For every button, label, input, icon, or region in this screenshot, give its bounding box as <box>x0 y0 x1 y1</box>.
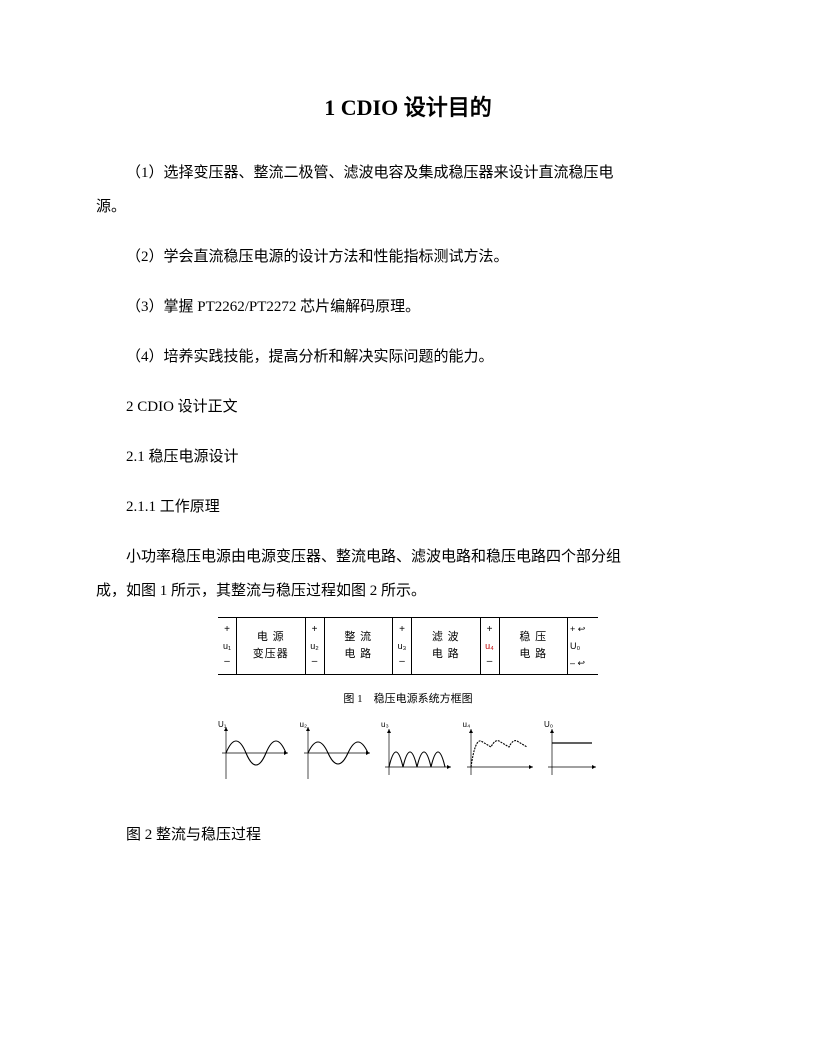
para-1a: （1）选择变压器、整流二极管、滤波电容及集成稳压器来设计直流稳压电 <box>96 161 720 185</box>
figure-2-caption: 图 2 整流与稳压过程 <box>96 823 720 847</box>
signal-gap-0: + u₁ – <box>218 618 236 674</box>
wave-label: u₂ <box>300 719 308 732</box>
box-line1: 稳 压 <box>519 629 547 647</box>
wave-label: U₀ <box>544 719 553 732</box>
section-2-1-1: 2.1.1 工作原理 <box>96 495 720 519</box>
signal-gap-2: + u₃ – <box>393 618 411 674</box>
box-line2: 变压器 <box>253 646 289 664</box>
sine-wave-icon <box>218 723 290 783</box>
waveform-u3: u₃ <box>381 723 453 783</box>
block-diagram-row: + u₁ – 电 源 变压器 + u₂ – 整 流 电 路 + u₃ – 滤 波… <box>218 617 598 675</box>
waveform-u1: U₁ <box>218 723 290 783</box>
para-5a: 小功率稳压电源由电源变压器、整流电路、滤波电路和稳压电路四个部分组 <box>96 545 720 569</box>
plus-icon: + <box>394 622 410 638</box>
signal-gap-1: + u₂ – <box>306 618 324 674</box>
sine-wave-icon <box>300 723 372 783</box>
box-line2: 电 路 <box>519 646 547 664</box>
figure-1-caption: 图 1 稳压电源系统方框图 <box>96 691 720 709</box>
signal-u2: u₂ <box>307 639 323 653</box>
minus-icon: – <box>307 654 323 670</box>
box-line2: 电 路 <box>344 646 372 664</box>
signal-uo: U₀ <box>570 639 596 653</box>
figure-2-waveforms: U₁ u₂ u₃ u₄ <box>218 723 598 783</box>
page-title: 1 CDIO 设计目的 <box>96 90 720 125</box>
block-box-transformer: 电 源 变压器 <box>236 618 306 674</box>
minus-icon: – <box>219 654 235 670</box>
section-2-1: 2.1 稳压电源设计 <box>96 445 720 469</box>
minus-icon: – <box>394 654 410 670</box>
signal-u4: u₄ <box>482 639 498 653</box>
figure-1-block-diagram: + u₁ – 电 源 变压器 + u₂ – 整 流 电 路 + u₃ – 滤 波… <box>218 617 598 675</box>
box-line1: 整 流 <box>344 629 372 647</box>
minus-icon: – ↩ <box>570 656 596 670</box>
wave-label: u₃ <box>381 719 389 732</box>
minus-icon: – <box>482 654 498 670</box>
section-2: 2 CDIO 设计正文 <box>96 395 720 419</box>
plus-icon: + <box>482 622 498 638</box>
block-box-regulator: 稳 压 电 路 <box>499 618 569 674</box>
signal-gap-out: + ↩ U₀ – ↩ <box>568 618 598 674</box>
para-1b: 源。 <box>96 195 720 219</box>
rectified-wave-icon <box>381 723 453 783</box>
waveform-uo: U₀ <box>544 723 598 783</box>
block-box-rectifier: 整 流 电 路 <box>324 618 394 674</box>
para-3: （3）掌握 PT2262/PT2272 芯片编解码原理。 <box>96 295 720 319</box>
plus-icon: + ↩ <box>570 622 596 636</box>
wave-label: u₄ <box>463 719 471 732</box>
plus-icon: + <box>307 622 323 638</box>
box-line1: 电 源 <box>257 629 285 647</box>
box-line2: 电 路 <box>432 646 460 664</box>
waveform-u4: u₄ <box>463 723 535 783</box>
waveform-u2: u₂ <box>300 723 372 783</box>
plus-icon: + <box>219 622 235 638</box>
para-4: （4）培养实践技能，提高分析和解决实际问题的能力。 <box>96 345 720 369</box>
signal-gap-3: + u₄ – <box>481 618 499 674</box>
dc-line-icon <box>544 723 598 783</box>
block-box-filter: 滤 波 电 路 <box>411 618 481 674</box>
para-5b: 成，如图 1 所示，其整流与稳压过程如图 2 所示。 <box>96 579 720 603</box>
box-line1: 滤 波 <box>432 629 460 647</box>
para-2: （2）学会直流稳压电源的设计方法和性能指标测试方法。 <box>96 245 720 269</box>
signal-u1: u₁ <box>219 639 235 653</box>
wave-label: U₁ <box>218 719 226 732</box>
filtered-wave-icon <box>463 723 535 783</box>
signal-u3: u₃ <box>394 639 410 653</box>
